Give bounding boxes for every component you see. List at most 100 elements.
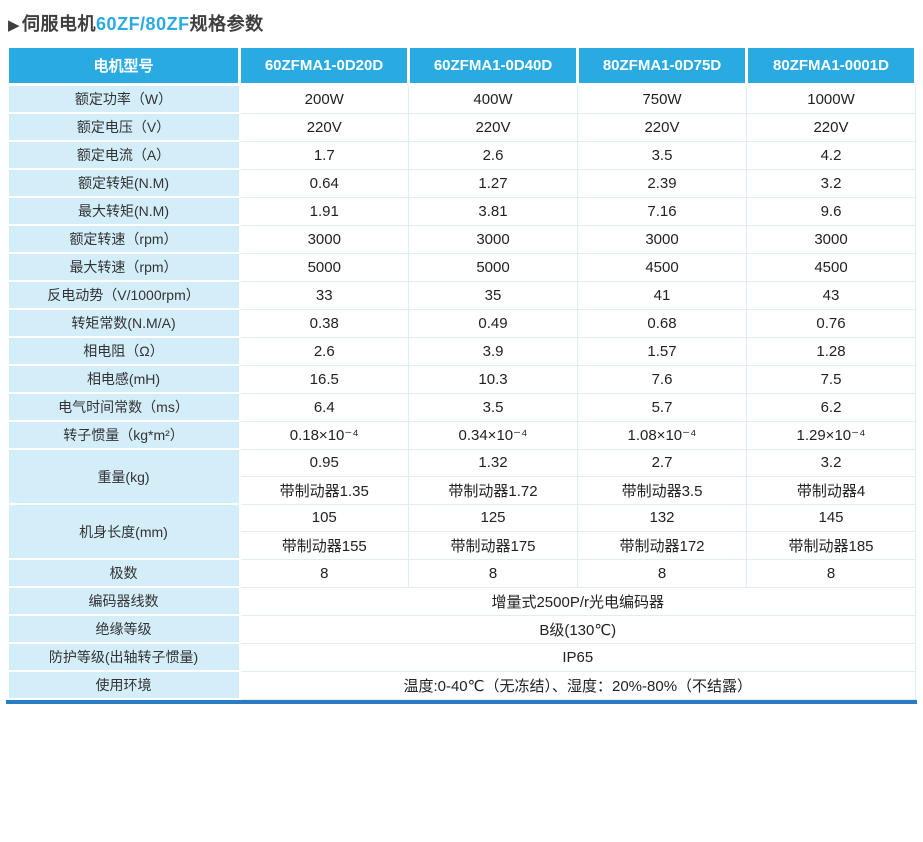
spec-value-cell: 带制动器1.35 — [239, 475, 409, 505]
spec-label-cell: 额定功率（W） — [6, 83, 241, 114]
spec-label-cell: 机身长度(mm) — [6, 503, 241, 560]
title-model-range: 60ZF/80ZF — [96, 14, 190, 34]
spec-label-cell: 额定电流（A） — [6, 140, 241, 170]
spec-value-cell: 带制动器175 — [408, 530, 578, 560]
table-row: 额定电压（V） 220V 220V 220V 220V — [6, 112, 916, 142]
spec-value-cell: B级(130℃) — [239, 614, 916, 644]
spec-value-cell: 3.81 — [408, 196, 578, 226]
spec-value-cell: 8 — [408, 558, 578, 588]
table-row: 最大转速（rpm） 5000 5000 4500 4500 — [6, 252, 916, 282]
table-row: 带制动器155 带制动器175 带制动器172 带制动器185 — [8, 530, 916, 560]
table-row: 机身长度(mm) 105 125 132 145 — [6, 503, 916, 560]
spec-value-cell: 132 — [577, 503, 747, 532]
spec-value-cell: 750W — [577, 84, 747, 114]
table-row: 极数 8 8 8 8 — [6, 558, 916, 588]
title-text-suffix: 规格参数 — [189, 14, 264, 34]
table-row: 电气时间常数（ms） 6.4 3.5 5.7 6.2 — [6, 392, 916, 422]
spec-sheet: ▶ 伺服电机60ZF/80ZF规格参数 电机型号 60ZFMA1-0D20D 60ZF… — [6, 14, 917, 704]
spec-value-cell: 0.76 — [746, 308, 916, 338]
spec-label-cell: 使用环境 — [6, 670, 241, 700]
spec-label-cell: 额定转矩(N.M) — [6, 168, 241, 198]
spec-value-cell: 0.38 — [239, 308, 409, 338]
spec-value-cell: 35 — [408, 280, 578, 310]
spec-value-cell: 3.5 — [577, 140, 747, 170]
spec-value-cell: 2.7 — [577, 448, 747, 477]
spec-label-cell: 反电动势（V/1000rpm） — [6, 280, 241, 310]
header-cell-model-4: 80ZFMA1-0001D — [745, 45, 917, 86]
spec-value-cell: 145 — [746, 503, 916, 532]
spec-label-cell: 相电阻（Ω） — [6, 336, 241, 366]
table-row: 额定转矩(N.M) 0.64 1.27 2.39 3.2 — [6, 168, 916, 198]
spec-value-cell: 1.27 — [408, 168, 578, 198]
spec-value-cell: 1.57 — [577, 336, 747, 366]
spec-value-cell: 3.2 — [746, 448, 916, 477]
table-row: 绝缘等级 B级(130℃) — [6, 614, 916, 644]
table-row: 带制动器1.35 带制动器1.72 带制动器3.5 带制动器4 — [8, 475, 916, 505]
spec-label-cell: 极数 — [6, 558, 241, 588]
spec-value-cell: 带制动器185 — [746, 530, 916, 560]
spec-value-cell: 4.2 — [746, 140, 916, 170]
spec-value-cell: 6.4 — [239, 392, 409, 422]
spec-value-cell: 2.6 — [408, 140, 578, 170]
spec-value-cell: 8 — [577, 558, 747, 588]
spec-label-cell: 最大转矩(N.M) — [6, 196, 241, 226]
header-cell-model-1: 60ZFMA1-0D20D — [238, 45, 410, 86]
spec-label-cell: 转矩常数(N.M/A) — [6, 308, 241, 338]
table-row: 转子惯量（kg*m²） 0.18×10⁻⁴ 0.34×10⁻⁴ 1.08×10⁻⁴ 1.… — [6, 420, 916, 450]
spec-value-cell: 3.2 — [746, 168, 916, 198]
spec-value-cell: 105 — [239, 503, 409, 532]
spec-value-cell: 125 — [408, 503, 578, 532]
table-header-row: 电机型号 60ZFMA1-0D20D 60ZFMA1-0D40D 80ZFMA1-0D… — [6, 45, 917, 86]
spec-value-cell: 0.18×10⁻⁴ — [239, 420, 409, 450]
spec-label-cell: 绝缘等级 — [6, 614, 241, 644]
spec-value-cell: 41 — [577, 280, 747, 310]
spec-value-cell: 0.49 — [408, 308, 578, 338]
header-cell-model-3: 80ZFMA1-0D75D — [576, 45, 748, 86]
table-row: 额定功率（W） 200W 400W 750W 1000W — [6, 83, 916, 114]
table-row: 相电感(mH) 16.5 10.3 7.6 7.5 — [6, 364, 916, 394]
spec-value-cell: 220V — [239, 112, 409, 142]
spec-value-cell: 10.3 — [408, 364, 578, 394]
title-text-prefix: 伺服电机 — [22, 14, 97, 34]
spec-value-cell: 7.16 — [577, 196, 747, 226]
spec-value-cell: 1.32 — [408, 448, 578, 477]
spec-value-cell: 4500 — [577, 252, 747, 282]
table-row: 反电动势（V/1000rpm） 33 35 41 43 — [6, 280, 916, 310]
spec-label-cell: 额定转速（rpm） — [6, 224, 241, 254]
spec-value-cell: 1000W — [746, 84, 916, 114]
spec-value-cell: 带制动器4 — [746, 475, 916, 505]
spec-value-cell: 400W — [408, 84, 578, 114]
table-row: 重量(kg) 0.95 1.32 2.7 3.2 — [6, 448, 916, 505]
spec-value-cell: 带制动器172 — [577, 530, 747, 560]
table-row: 使用环境 温度:0-40℃（无冻结）、湿度：20%-80%（不结露） — [6, 670, 916, 700]
spec-value-cell: 带制动器155 — [239, 530, 409, 560]
table-row: 额定转速（rpm） 3000 3000 3000 3000 — [6, 224, 916, 254]
spec-value-cell: 增量式2500P/r光电编码器 — [239, 586, 916, 616]
spec-value-cell: 1.28 — [746, 336, 916, 366]
table-row: 转矩常数(N.M/A) 0.38 0.49 0.68 0.76 — [6, 308, 916, 338]
spec-label-cell: 电气时间常数（ms） — [6, 392, 241, 422]
table-row: 防护等级(出轴转子惯量) IP65 — [6, 642, 916, 672]
spec-value-cell: 带制动器3.5 — [577, 475, 747, 505]
spec-value-cell: 43 — [746, 280, 916, 310]
spec-value-cell: 8 — [746, 558, 916, 588]
table-row: 额定电流（A） 1.7 2.6 3.5 4.2 — [6, 140, 916, 170]
spec-label-cell: 防护等级(出轴转子惯量) — [6, 642, 241, 672]
spec-value-cell: 9.6 — [746, 196, 916, 226]
spec-value-cell: 5000 — [239, 252, 409, 282]
spec-value-cell: 3.9 — [408, 336, 578, 366]
header-cell-model-2: 60ZFMA1-0D40D — [407, 45, 579, 86]
spec-value-cell: 220V — [746, 112, 916, 142]
spec-value-cell: 6.2 — [746, 392, 916, 422]
spec-label-cell: 额定电压（V） — [6, 112, 241, 142]
spec-value-cell: 0.95 — [239, 448, 409, 477]
spec-value-cell: 8 — [239, 558, 409, 588]
spec-value-cell: 7.5 — [746, 364, 916, 394]
spec-value-cell: 3.5 — [408, 392, 578, 422]
spec-value-cell: 温度:0-40℃（无冻结）、湿度：20%-80%（不结露） — [239, 670, 916, 700]
spec-value-cell: 220V — [408, 112, 578, 142]
spec-value-cell: 220V — [577, 112, 747, 142]
spec-value-cell: 1.91 — [239, 196, 409, 226]
spec-value-cell: 0.64 — [239, 168, 409, 198]
spec-value-cell: 33 — [239, 280, 409, 310]
